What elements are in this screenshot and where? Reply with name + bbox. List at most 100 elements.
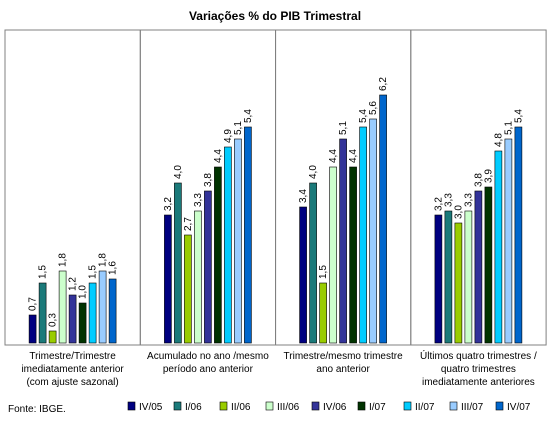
data-label: 1,8 — [58, 253, 69, 267]
bar — [204, 190, 212, 344]
panel-frame — [410, 29, 547, 346]
legend-label: IV/07 — [507, 402, 531, 413]
legend-item: III/06 — [265, 401, 300, 413]
data-label: 5,1 — [338, 121, 349, 135]
legend-swatch — [219, 401, 228, 411]
data-label: 4,4 — [328, 149, 339, 163]
data-label: 4,0 — [308, 165, 319, 179]
legend-label: I/06 — [185, 402, 202, 413]
value-labels: 0,71,50,31,81,21,01,51,81,63,24,02,73,33… — [28, 77, 525, 327]
bar — [339, 138, 347, 344]
bar — [494, 150, 503, 344]
bar — [309, 182, 317, 344]
data-label: 1,5 — [38, 265, 49, 279]
bar — [319, 282, 327, 344]
category-label: imediatamente anteriores — [422, 377, 535, 388]
bar — [464, 210, 473, 344]
data-label: 3,2 — [433, 197, 444, 211]
bar — [224, 146, 232, 344]
data-label: 3,0 — [453, 205, 464, 219]
legend-label: II/07 — [415, 402, 435, 413]
bar — [58, 270, 67, 344]
bar — [78, 302, 87, 344]
bar — [38, 282, 47, 344]
legend: IV/05 I/06 II/06 III/06 IV/06 I/07 II/07 III/07… — [127, 401, 531, 413]
data-label: 3,3 — [463, 193, 474, 207]
data-label: 0,3 — [48, 313, 59, 327]
bar — [329, 166, 337, 344]
data-label: 3,2 — [163, 197, 174, 211]
bar — [349, 166, 357, 344]
data-label: 4,0 — [173, 165, 184, 179]
legend-swatch — [127, 401, 136, 411]
legend-label: I/07 — [369, 402, 386, 413]
data-label: 4,4 — [348, 149, 359, 163]
legend-item: IV/06 — [311, 401, 347, 413]
legend-label: III/07 — [461, 402, 484, 413]
data-label: 5,1 — [503, 121, 514, 135]
category-label: Acumulado no ano /mesmo — [147, 351, 269, 362]
bar — [504, 138, 513, 344]
legend-label: III/06 — [277, 402, 300, 413]
legend-label: IV/06 — [323, 402, 347, 413]
data-label: 3,9 — [483, 169, 494, 183]
bar — [359, 126, 367, 344]
data-label: 3,8 — [203, 173, 214, 187]
legend-label: IV/05 — [139, 402, 163, 413]
bar — [48, 330, 57, 344]
data-label: 5,6 — [368, 101, 379, 115]
data-label: 3,3 — [193, 193, 204, 207]
legend-item: III/07 — [449, 401, 484, 413]
data-label: 4,9 — [223, 129, 234, 143]
category-label: período ano anterior — [163, 364, 254, 375]
data-label: 5,4 — [513, 109, 524, 123]
bar — [474, 190, 483, 344]
data-label: 1,0 — [78, 285, 89, 299]
bar — [28, 314, 37, 344]
category-label: imediatamente anterior — [21, 364, 124, 375]
category-label: ano anterior — [316, 364, 370, 375]
legend-swatch — [357, 401, 366, 411]
bar — [108, 278, 117, 344]
data-label: 3,4 — [298, 189, 309, 203]
bar — [299, 206, 307, 344]
legend-item: II/06 — [219, 401, 251, 413]
bar — [174, 182, 182, 344]
bar — [68, 294, 77, 344]
bar — [484, 186, 493, 344]
legend-swatch — [495, 401, 504, 411]
data-label: 5,4 — [358, 109, 369, 123]
data-label: 4,4 — [213, 149, 224, 163]
legend-swatch — [265, 401, 274, 411]
data-label: 1,2 — [68, 277, 79, 291]
legend-item: IV/07 — [495, 401, 531, 413]
legend-item: IV/05 — [127, 401, 163, 413]
bar — [454, 222, 463, 344]
bar — [234, 138, 242, 344]
legend-label: II/06 — [231, 402, 251, 413]
legend-item: I/06 — [173, 401, 202, 413]
bar — [214, 166, 222, 344]
bar — [184, 234, 192, 344]
bar — [194, 210, 202, 344]
category-label: (com ajuste sazonal) — [26, 377, 118, 388]
data-label: 6,2 — [378, 77, 389, 91]
data-label: 1,5 — [318, 265, 329, 279]
data-label: 5,1 — [233, 121, 244, 135]
data-label: 1,5 — [88, 265, 99, 279]
chart-title: Variações % do PIB Trimestral — [189, 9, 361, 23]
category-labels: Trimestre/Trimestre imediatamente anterio… — [21, 349, 537, 388]
bar — [164, 214, 172, 344]
bar — [514, 126, 523, 344]
data-label: 5,4 — [243, 109, 254, 123]
data-label: 0,7 — [28, 297, 39, 311]
panel-frames — [4, 29, 547, 346]
legend-swatch — [173, 401, 182, 411]
legend-swatch — [311, 401, 320, 411]
bar — [88, 282, 97, 344]
data-label: 4,8 — [493, 133, 504, 147]
legend-item: I/07 — [357, 401, 386, 413]
legend-swatch — [403, 401, 412, 411]
bar — [379, 94, 387, 344]
